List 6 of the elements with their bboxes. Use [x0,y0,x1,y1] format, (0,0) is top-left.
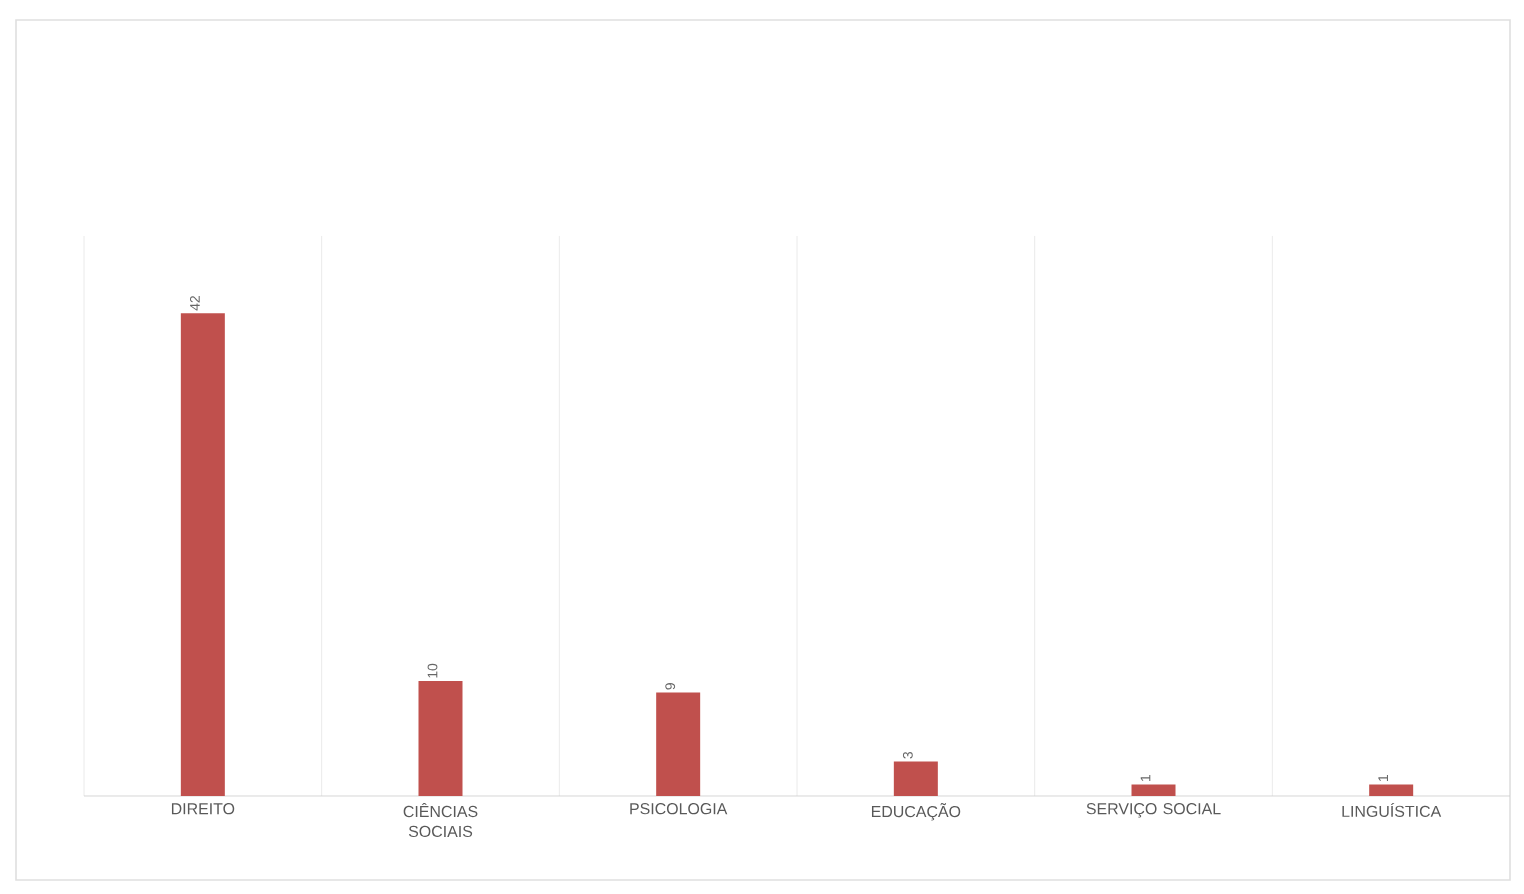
bar [1369,784,1414,796]
bar [893,761,938,796]
bar [1131,784,1176,796]
bar [180,313,225,796]
bar [418,681,463,796]
bar [656,692,701,796]
